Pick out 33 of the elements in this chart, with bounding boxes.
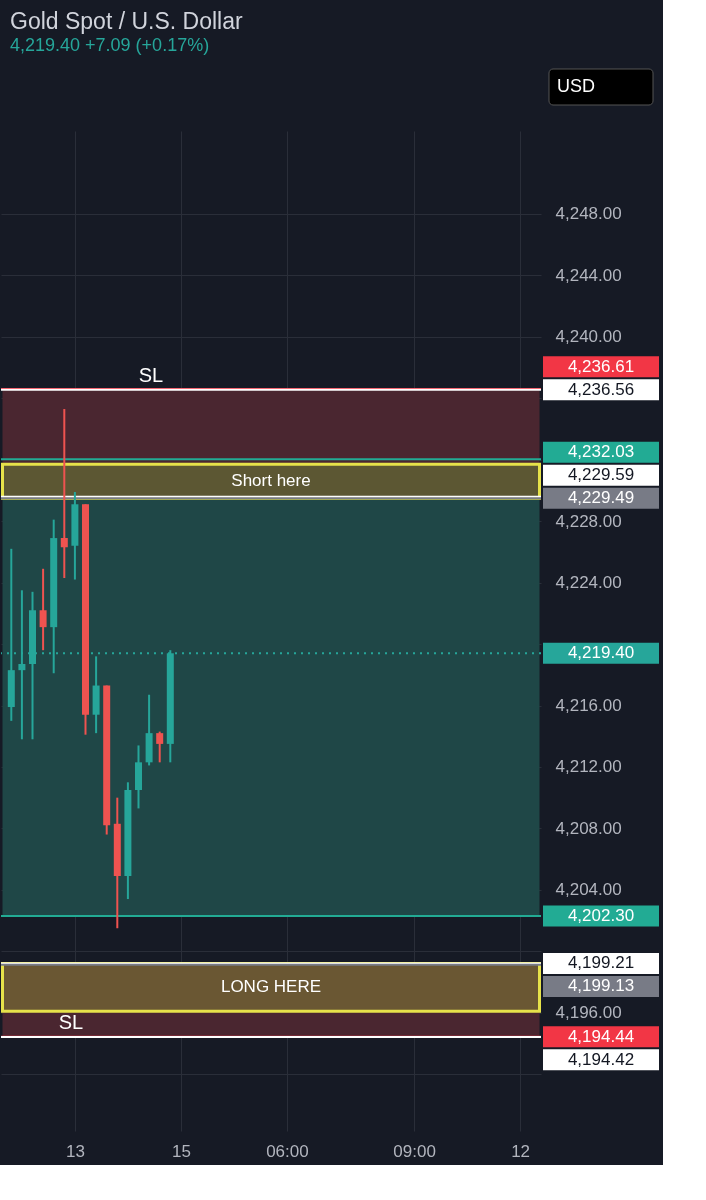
ref-line-label: 4,219.40 xyxy=(567,643,635,663)
ref-line-label: 4,202.30 xyxy=(567,905,635,925)
band-label: LONG HERE xyxy=(220,977,322,997)
text: USD xyxy=(557,76,596,96)
ref-line-label: 4,229.59 xyxy=(567,465,635,485)
x-tick-label: 06:00 xyxy=(266,1141,309,1161)
ref-line-label: 4,199.21 xyxy=(567,953,635,973)
band-label: Short here xyxy=(231,471,311,491)
x-tick-label: 09:00 xyxy=(393,1141,436,1161)
ref-line-label: 4,194.42 xyxy=(567,1049,635,1069)
chart-subtitle: 4,219.40 +7.09 (+0.17%) xyxy=(10,34,210,55)
y-tick-label: 4,212.00 xyxy=(555,757,622,777)
y-tick-label: 4,224.00 xyxy=(555,573,622,593)
ref-line-label: 4,232.03 xyxy=(567,442,635,462)
x-tick-label: 15 xyxy=(171,1141,191,1161)
ref-line-label: 4,236.61 xyxy=(567,356,635,376)
y-tick-label: 4,228.00 xyxy=(555,511,622,531)
y-tick-label: 4,216.00 xyxy=(555,696,622,715)
y-tick-label: 4,244.00 xyxy=(555,265,622,285)
y-tick-label: 4,240.00 xyxy=(555,327,622,347)
y-tick-label: 4,204.00 xyxy=(555,880,622,900)
chart-title: Gold Spot / U.S. Dollar xyxy=(10,7,243,34)
ref-line-label: 4,194.44 xyxy=(567,1026,635,1046)
y-tick-label: 4,248.00 xyxy=(555,204,622,224)
y-tick-label: 4,196.00 xyxy=(555,1003,622,1023)
ref-line-label: 4,199.13 xyxy=(567,976,635,996)
y-tick-label: 4,208.00 xyxy=(555,818,622,838)
annotation: SL xyxy=(58,1010,84,1033)
x-tick-label: 12 xyxy=(511,1141,531,1161)
ref-line-label: 4,229.49 xyxy=(567,488,635,508)
ref-line-label: 4,236.56 xyxy=(567,379,635,399)
annotation: SL xyxy=(138,363,164,386)
x-tick-label: 13 xyxy=(65,1141,85,1161)
